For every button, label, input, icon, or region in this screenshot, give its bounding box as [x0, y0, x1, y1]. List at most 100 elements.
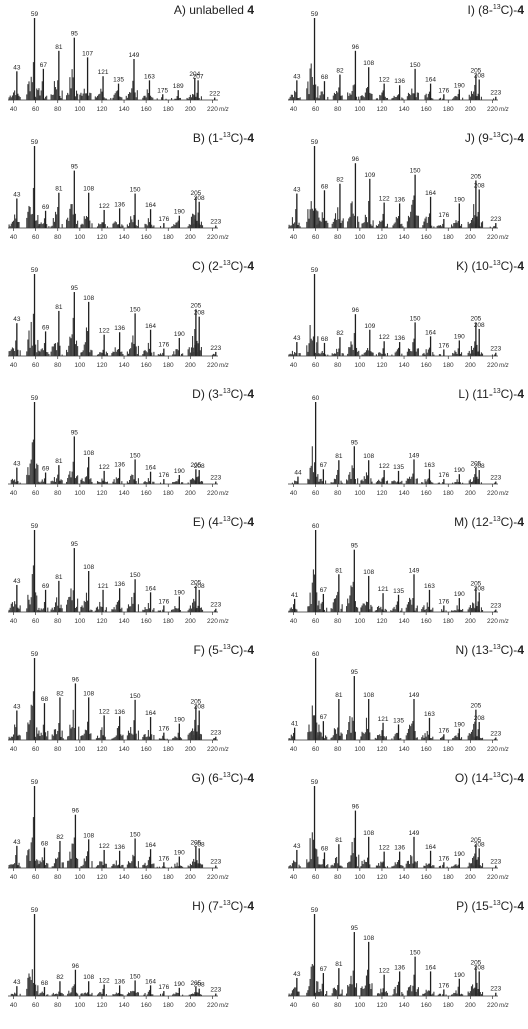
x-tick-label: 120 — [97, 490, 108, 497]
peak-label-190: 190 — [174, 468, 185, 475]
peak-label-135: 135 — [393, 588, 404, 595]
peak-label-59: 59 — [31, 267, 39, 274]
x-tick-label: 100 — [74, 1002, 85, 1009]
x-tick-label: 140 — [119, 874, 130, 881]
peak-label-59: 59 — [311, 11, 319, 18]
peak-label-223: 223 — [490, 475, 501, 482]
x-tick-label: 180 — [163, 618, 174, 625]
x-tick-label: 220 — [207, 490, 218, 497]
spectrum-panel-l: L) (11-13C)-4 40 60 80 100 120 140 160 180 200 220… — [288, 387, 524, 497]
x-tick-label: 180 — [163, 234, 174, 241]
peak-label-136: 136 — [394, 845, 405, 852]
peak-label-150: 150 — [410, 950, 421, 957]
x-tick-label: 40 — [290, 618, 298, 625]
peak-label-43: 43 — [13, 191, 21, 198]
x-tick-label: 140 — [399, 874, 410, 881]
peak-label-121: 121 — [98, 69, 109, 76]
x-tick-label: 220 — [207, 746, 218, 753]
x-axis-unit: m/z — [499, 875, 509, 881]
x-tick-label: 80 — [54, 746, 62, 753]
x-axis-unit: m/z — [499, 235, 509, 241]
panel-title: C) (2-13C)-4 — [192, 259, 254, 273]
peak-label-176: 176 — [438, 982, 449, 989]
x-tick-label: 140 — [399, 746, 410, 753]
x-tick-label: 220 — [487, 234, 498, 241]
x-tick-label: 100 — [74, 106, 85, 113]
x-tick-label: 100 — [354, 618, 365, 625]
spectrum-panel-c: C) (2-13C)-4 40 60 80 100 120 140 160 180 200 220 m… — [8, 259, 254, 369]
x-tick-label: 40 — [10, 746, 18, 753]
peak-label-176: 176 — [438, 212, 449, 219]
x-tick-label: 140 — [119, 362, 130, 369]
x-tick-label: 80 — [334, 234, 342, 241]
peak-label-81: 81 — [55, 574, 63, 581]
x-tick-label: 220 — [487, 106, 498, 113]
peak-label-95: 95 — [71, 285, 79, 292]
peak-label-163: 163 — [424, 462, 435, 469]
peak-label-69: 69 — [42, 204, 50, 211]
x-tick-label: 200 — [465, 234, 476, 241]
x-tick-label: 160 — [421, 1002, 432, 1009]
x-axis-unit: m/z — [219, 235, 229, 241]
peak-label-121: 121 — [378, 586, 389, 593]
peak-label-43: 43 — [13, 64, 21, 71]
peak-label-205: 205 — [190, 699, 201, 706]
x-tick-label: 80 — [54, 106, 62, 113]
x-tick-label: 140 — [119, 618, 130, 625]
peak-label-122: 122 — [379, 845, 390, 852]
x-tick-label: 120 — [97, 746, 108, 753]
peak-label-190: 190 — [454, 851, 465, 858]
x-tick-label: 60 — [32, 106, 40, 113]
x-tick-label: 160 — [141, 362, 152, 369]
x-tick-label: 120 — [377, 362, 388, 369]
peak-label-96: 96 — [72, 963, 80, 970]
peak-label-59: 59 — [31, 11, 39, 18]
x-axis-unit: m/z — [219, 747, 229, 753]
x-tick-label: 40 — [290, 490, 298, 497]
peak-label-122: 122 — [379, 196, 390, 203]
peak-label-60: 60 — [312, 651, 320, 658]
spectrum-panel-n: N) (13-13C)-4 40 60 80 100 120 140 160 180 200 220… — [288, 643, 524, 753]
panel-title: N) (13-13C)-4 — [456, 643, 525, 657]
peak-label-208: 208 — [474, 182, 485, 189]
peak-label-59: 59 — [311, 779, 319, 786]
x-axis-unit: m/z — [219, 491, 229, 497]
peak-label-176: 176 — [158, 342, 169, 349]
x-tick-label: 180 — [163, 874, 174, 881]
x-axis-unit: m/z — [499, 107, 509, 113]
peak-label-150: 150 — [410, 62, 421, 69]
spectrum-panel-j: J) (9-13C)-4 40 60 80 100 120 140 160 180 200 220 m… — [288, 131, 524, 241]
x-tick-label: 120 — [97, 618, 108, 625]
peak-label-82: 82 — [336, 330, 344, 337]
peak-label-135: 135 — [393, 464, 404, 471]
x-tick-label: 180 — [443, 234, 454, 241]
x-tick-label: 160 — [421, 874, 432, 881]
x-tick-label: 220 — [207, 1002, 218, 1009]
x-tick-label: 100 — [74, 234, 85, 241]
peak-label-190: 190 — [454, 82, 465, 89]
peak-label-205: 205 — [190, 840, 201, 847]
peak-label-205: 205 — [470, 315, 481, 322]
x-tick-label: 100 — [74, 490, 85, 497]
x-tick-label: 160 — [141, 618, 152, 625]
peak-label-205: 205 — [470, 837, 481, 844]
x-tick-label: 100 — [74, 362, 85, 369]
x-tick-label: 40 — [10, 618, 18, 625]
peak-label-223: 223 — [490, 986, 501, 993]
peak-label-69: 69 — [42, 466, 50, 473]
x-tick-label: 140 — [119, 746, 130, 753]
peak-label-81: 81 — [335, 567, 343, 574]
peak-label-122: 122 — [99, 708, 110, 715]
peak-label-68: 68 — [321, 336, 329, 343]
x-tick-label: 160 — [141, 746, 152, 753]
peak-label-136: 136 — [114, 978, 125, 985]
peak-label-150: 150 — [130, 693, 141, 700]
x-tick-label: 80 — [54, 874, 62, 881]
panel-title: H) (7-13C)-4 — [192, 899, 254, 913]
peak-label-136: 136 — [114, 201, 125, 208]
spectrum-panel-f: F) (5-13C)-4 40 60 80 100 120 140 160 180 200 220 m… — [8, 643, 254, 753]
x-tick-label: 160 — [421, 362, 432, 369]
peak-label-60: 60 — [312, 523, 320, 530]
x-tick-label: 180 — [163, 362, 174, 369]
